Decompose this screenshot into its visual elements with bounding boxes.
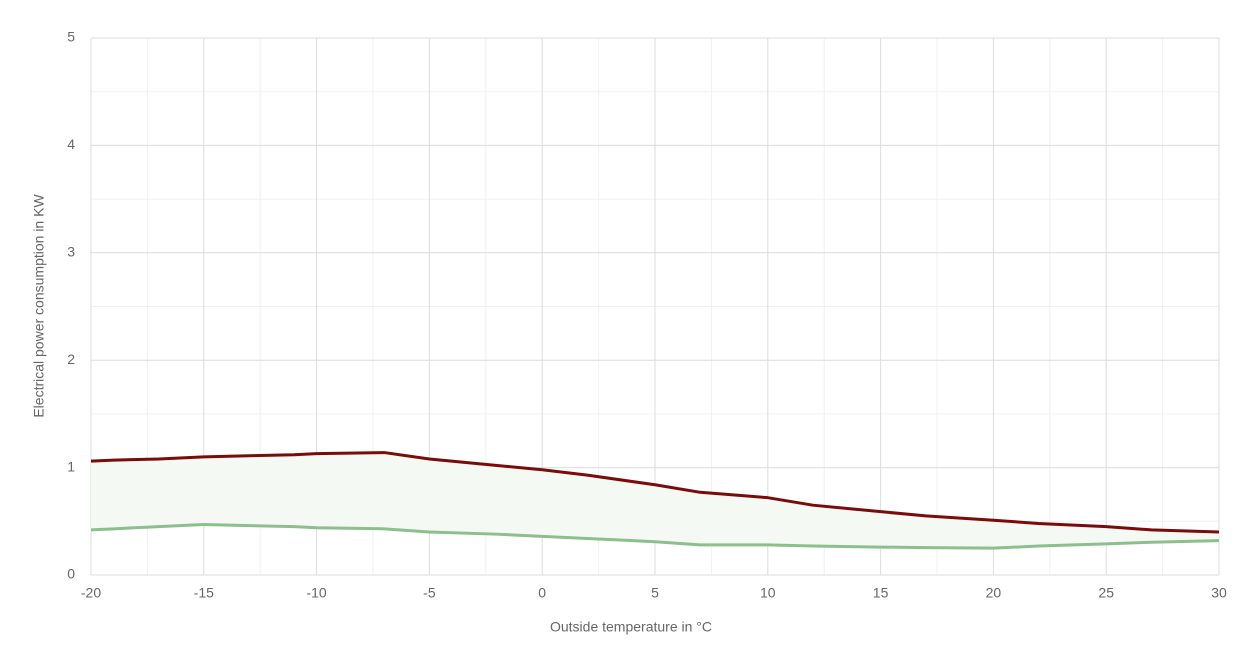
x-axis-label: Outside temperature in °C — [550, 619, 712, 635]
x-tick-label: 20 — [986, 585, 1002, 601]
y-tick-label: 2 — [67, 351, 75, 367]
x-tick-label: 10 — [760, 585, 776, 601]
x-tick-label: 30 — [1211, 585, 1227, 601]
y-tick-label: 4 — [67, 136, 75, 152]
x-tick-label: 25 — [1098, 585, 1114, 601]
x-tick-label: -20 — [81, 585, 101, 601]
band-area — [91, 452, 1219, 549]
x-tick-label: 5 — [651, 585, 659, 601]
y-tick-label: 3 — [67, 244, 75, 260]
x-tick-label: -5 — [423, 585, 436, 601]
y-tick-label: 1 — [67, 458, 75, 474]
y-tick-label: 5 — [67, 29, 75, 45]
x-tick-label: -10 — [306, 585, 326, 601]
y-axis-label: Electrical power consumption in KW — [31, 194, 47, 418]
y-tick-label: 0 — [67, 566, 75, 582]
x-tick-label: 15 — [873, 585, 889, 601]
series-line — [90, 451, 1220, 534]
x-tick-label: -15 — [194, 585, 214, 601]
x-tick-label: 0 — [538, 585, 546, 601]
series-line — [90, 523, 1220, 550]
